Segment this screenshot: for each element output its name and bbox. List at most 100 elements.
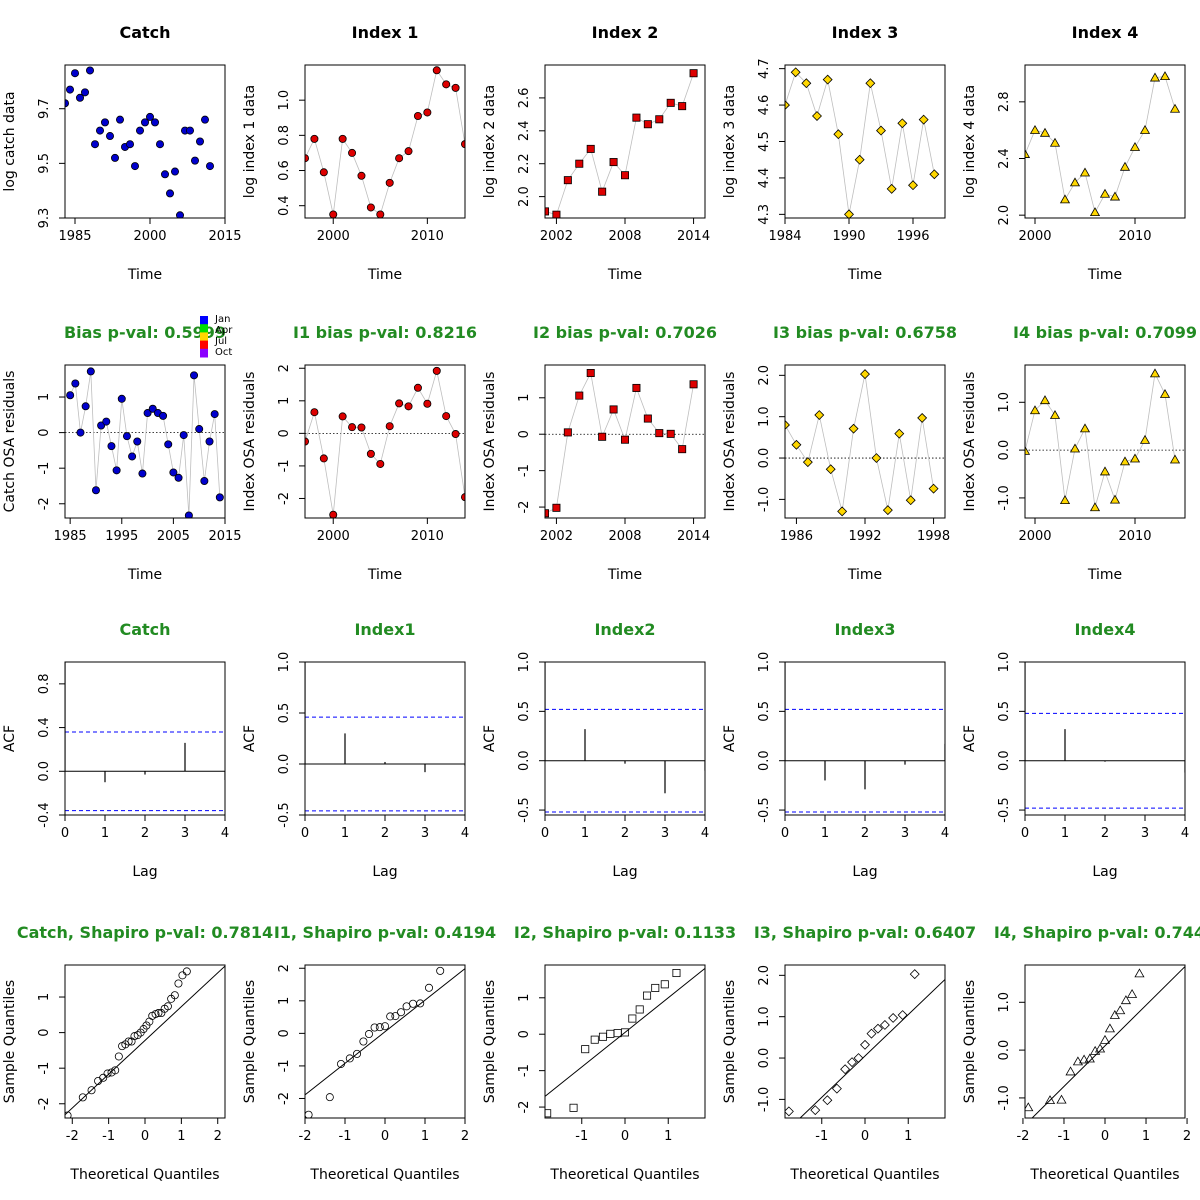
x-tick-label: -1 — [815, 1129, 828, 1144]
data-point — [319, 454, 328, 463]
panel-index1-residuals: I1 bias p-val: 0.8216 Time Index OSA resid… — [242, 323, 477, 583]
data-point — [1129, 141, 1141, 151]
data-point — [305, 437, 309, 446]
data-point — [1049, 137, 1061, 147]
panel-title: I2, Shapiro p-val: 0.1133 — [514, 923, 736, 942]
qq-point — [590, 1035, 599, 1044]
x-tick-label: 1 — [904, 1129, 912, 1144]
qq-point — [436, 966, 445, 975]
data-point — [348, 423, 357, 432]
data-point — [329, 510, 338, 518]
y-tick-label: 1.0 — [997, 392, 1012, 413]
data-point — [586, 369, 595, 378]
y-tick-label: 0.0 — [757, 448, 772, 469]
data-point — [126, 140, 135, 149]
x-tick-label: 2000 — [317, 229, 350, 244]
x-axis-label: Time — [367, 267, 402, 283]
data-point — [908, 180, 918, 191]
y-tick-label: 1 — [37, 993, 52, 1001]
data-point — [1149, 368, 1161, 378]
qq-point — [853, 1053, 864, 1064]
data-point — [86, 66, 95, 75]
qq-point — [598, 1032, 607, 1041]
qq-point — [866, 1028, 877, 1039]
legend-month-label: Jul — [214, 336, 227, 347]
plot-frame — [1024, 64, 1186, 219]
plot-frame — [304, 364, 466, 519]
plot-frame — [304, 964, 466, 1119]
y-tick-label: -0.5 — [997, 797, 1012, 822]
data-point — [1109, 494, 1121, 504]
data-point — [432, 366, 441, 375]
qq-point — [1109, 1009, 1120, 1019]
plot-area — [65, 367, 225, 518]
panel-index3-residuals: I3 bias p-val: 0.6758 Time Index OSA resid… — [722, 323, 957, 583]
qq-reference-line — [545, 967, 705, 1097]
data-point — [195, 425, 204, 434]
data-point — [1169, 454, 1181, 464]
y-tick-label: -1 — [37, 462, 52, 475]
y-axis-label: ACF — [962, 725, 978, 752]
y-tick-label: 0 — [277, 1029, 292, 1037]
x-tick-label: 3 — [421, 826, 429, 841]
y-tick-label: 1.0 — [757, 652, 772, 673]
data-point — [814, 410, 825, 421]
data-point — [871, 453, 882, 464]
panel-title: I4 bias p-val: 0.7099 — [1013, 323, 1197, 342]
plot-frame — [784, 364, 946, 519]
data-point — [71, 379, 80, 388]
data-point — [1149, 72, 1161, 82]
data-point — [366, 449, 375, 458]
data-point — [1109, 191, 1121, 201]
data-point — [174, 473, 183, 482]
panel-index4-acf: Index4 Lag ACF 0 1 2 3 4 -0.5 0.0 0.5 1.0 — [962, 620, 1189, 880]
y-tick-label: 1.0 — [757, 406, 772, 427]
y-tick-label: 0.0 — [997, 440, 1012, 461]
data-point — [385, 422, 394, 431]
data-point — [1089, 502, 1101, 512]
data-point — [200, 476, 209, 485]
qq-reference-line — [1031, 966, 1185, 1118]
data-point — [643, 414, 652, 423]
data-point — [598, 432, 607, 441]
data-point — [802, 457, 813, 468]
qq-point — [785, 1106, 794, 1117]
qq-point — [170, 991, 179, 1000]
x-tick-label: 1990 — [832, 229, 865, 244]
qq-point — [672, 969, 681, 978]
qq-point — [1115, 1005, 1126, 1015]
panel-index3-acf: Index3 Lag ACF 0 1 2 3 4 -0.5 0.0 0.5 1.0 — [722, 620, 949, 880]
panel-title: Index2 — [594, 620, 655, 639]
x-axis-label: Lag — [852, 864, 877, 880]
y-axis-label: log catch data — [2, 91, 18, 191]
y-axis-label: Sample Quantiles — [242, 980, 258, 1103]
data-point — [837, 506, 848, 517]
panel-title: Catch — [119, 620, 170, 639]
qq-point — [1056, 1094, 1067, 1104]
data-point — [200, 115, 209, 124]
data-point — [451, 430, 460, 439]
qq-point — [810, 1105, 821, 1116]
qq-point — [621, 1028, 630, 1037]
panel-catch-qq: Catch, Shapiro p-val: 0.7814 Theoretical … — [2, 923, 273, 1183]
qq-point — [325, 1093, 334, 1102]
x-tick-label: -1 — [575, 1129, 588, 1144]
x-tick-label: 0 — [381, 1129, 389, 1144]
data-point — [215, 493, 224, 502]
qq-point — [408, 999, 417, 1008]
y-tick-label: 0.0 — [757, 750, 772, 771]
legend-month-label: Jan — [214, 314, 230, 325]
qq-point — [163, 1002, 172, 1011]
y-axis-label: Sample Quantiles — [482, 980, 498, 1103]
y-tick-label: -1 — [517, 1064, 532, 1077]
x-tick-label: 2010 — [1118, 229, 1151, 244]
y-tick-label: 1.0 — [277, 652, 292, 673]
y-axis-label: ACF — [242, 725, 258, 752]
plot-area — [545, 369, 705, 518]
x-tick-label: 2 — [461, 1129, 469, 1144]
y-tick-label: 2 — [277, 364, 292, 372]
y-tick-label: 2.4 — [997, 148, 1012, 169]
data-point — [164, 440, 173, 449]
plot-area — [785, 969, 945, 1118]
data-point — [865, 78, 876, 89]
